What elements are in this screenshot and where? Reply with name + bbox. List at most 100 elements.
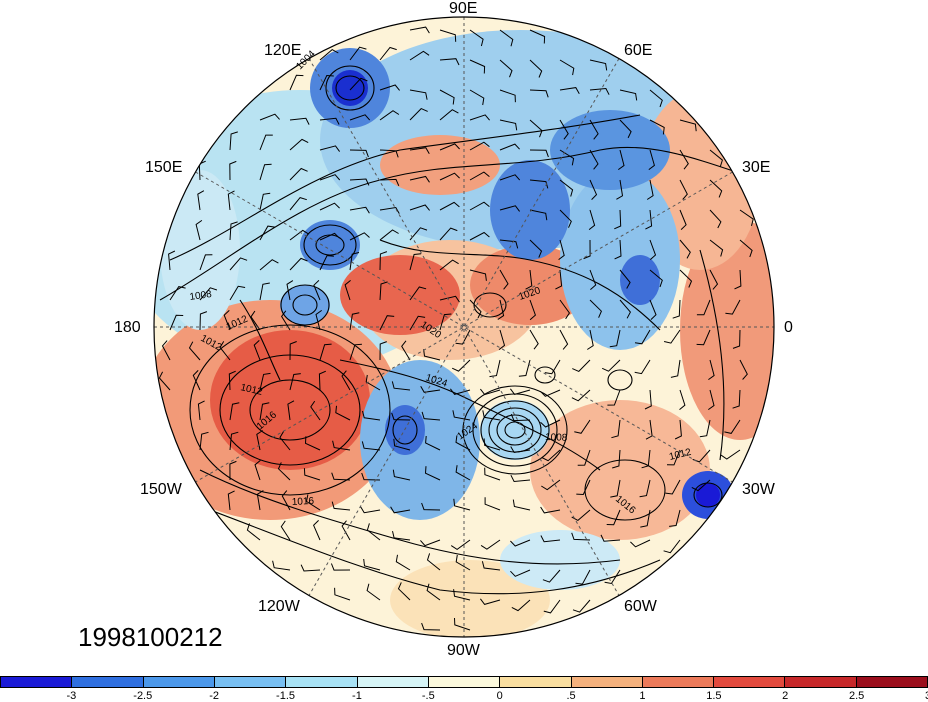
wind-barb xyxy=(313,280,321,301)
wind-barb xyxy=(559,119,569,140)
wind-barb xyxy=(587,329,594,350)
wind-barb xyxy=(588,209,596,230)
wind-barb xyxy=(287,400,295,421)
wind-barb xyxy=(280,520,291,541)
wind-barb xyxy=(409,175,430,183)
colorbar-tick-label: .5 xyxy=(566,690,576,702)
wind-barb xyxy=(541,449,561,462)
wind-barb xyxy=(679,269,693,288)
wind-barb xyxy=(319,74,334,91)
wind-barb xyxy=(393,438,411,451)
wind-barb xyxy=(229,460,237,481)
wind-barb xyxy=(379,110,400,121)
wind-barb xyxy=(453,498,471,511)
wind-barb xyxy=(246,523,261,541)
wind-barb xyxy=(223,310,231,331)
wind-barb xyxy=(319,174,341,181)
wind-barb xyxy=(392,469,411,481)
wind-barb xyxy=(641,449,651,469)
wind-barb xyxy=(169,286,186,301)
wind-barb xyxy=(421,411,441,421)
wind-barb xyxy=(409,286,427,301)
wind-barb xyxy=(409,315,426,331)
wind-barb xyxy=(305,494,321,511)
wind-barb xyxy=(577,449,591,466)
wind-barb xyxy=(349,252,360,271)
wind-barb xyxy=(289,74,304,91)
wind-barb xyxy=(409,204,430,211)
wind-barb xyxy=(229,285,246,301)
wind-barb xyxy=(525,269,533,290)
wind-barb xyxy=(649,119,665,135)
graticule xyxy=(154,17,774,637)
wind-barb xyxy=(732,329,741,349)
lon-label-180: 180 xyxy=(114,319,141,336)
wind-barb xyxy=(349,206,370,214)
wind-barb xyxy=(469,141,490,151)
wind-barb xyxy=(708,359,715,381)
wind-barb xyxy=(349,77,368,91)
wind-barb xyxy=(319,202,340,211)
wind-barb xyxy=(480,598,501,605)
wind-barb xyxy=(455,329,471,345)
wind-barb xyxy=(332,440,351,451)
wind-barb xyxy=(589,179,598,200)
wind-barb xyxy=(484,467,501,481)
wind-barb xyxy=(646,179,654,200)
wind-barb xyxy=(619,89,638,101)
wind-barb xyxy=(709,209,722,229)
wind-barb xyxy=(639,479,651,498)
colorbar-tick-label: 1 xyxy=(639,690,646,702)
wind-barb xyxy=(379,206,400,214)
wind-barb xyxy=(349,232,370,241)
lon-label-150w: 150W xyxy=(140,481,182,498)
wind-barb xyxy=(540,419,561,428)
wind-barb xyxy=(409,50,430,61)
wind-barb xyxy=(289,257,308,271)
wind-barb xyxy=(679,389,686,410)
colorbar-box xyxy=(72,677,144,687)
wind-barb xyxy=(362,410,381,421)
wind-barb xyxy=(379,46,397,61)
wind-barb xyxy=(484,497,501,511)
colorbar-box xyxy=(571,677,643,687)
wind-barb xyxy=(709,239,724,257)
wind-barb xyxy=(228,370,236,391)
wind-barb xyxy=(669,509,681,527)
lon-label-60w: 60W xyxy=(624,598,657,615)
wind-barb xyxy=(330,563,351,571)
colorbar-tick-label: 2.5 xyxy=(848,690,865,702)
wind-barb xyxy=(199,431,209,451)
wind-barb xyxy=(481,561,501,571)
wind-barb xyxy=(529,329,539,350)
wind-barb xyxy=(601,359,621,372)
wind-barb xyxy=(679,149,689,170)
wind-barb xyxy=(319,117,340,125)
wind-barb xyxy=(559,299,571,320)
wind-barb xyxy=(483,438,501,451)
colorbar-tick-label: -3 xyxy=(66,690,77,702)
colorbar xyxy=(0,676,928,688)
wind-barb xyxy=(319,255,334,271)
colorbar-box xyxy=(642,677,715,687)
wind-barb xyxy=(439,259,459,271)
wind-barb xyxy=(480,539,501,550)
wind-barb xyxy=(571,509,591,522)
wind-barb xyxy=(589,119,599,140)
wind-barb xyxy=(360,506,381,514)
colorbar-tick-label: 3 xyxy=(925,690,928,702)
contour-label: 1012 xyxy=(239,382,264,398)
colorbar-tick-label: -.5 xyxy=(421,690,435,702)
wind-barb xyxy=(250,310,261,331)
wind-barb xyxy=(589,299,602,318)
colorbar-box xyxy=(714,677,786,687)
wind-barb xyxy=(499,89,516,103)
wind-barb xyxy=(168,250,176,271)
colorbar-box xyxy=(214,677,287,687)
wind-barb xyxy=(571,389,591,402)
wind-barb xyxy=(634,359,651,375)
date-stamp: 1998100212 xyxy=(78,622,223,652)
wind-barb xyxy=(365,374,381,391)
wind-barb xyxy=(540,535,561,543)
wind-barb xyxy=(421,622,441,631)
